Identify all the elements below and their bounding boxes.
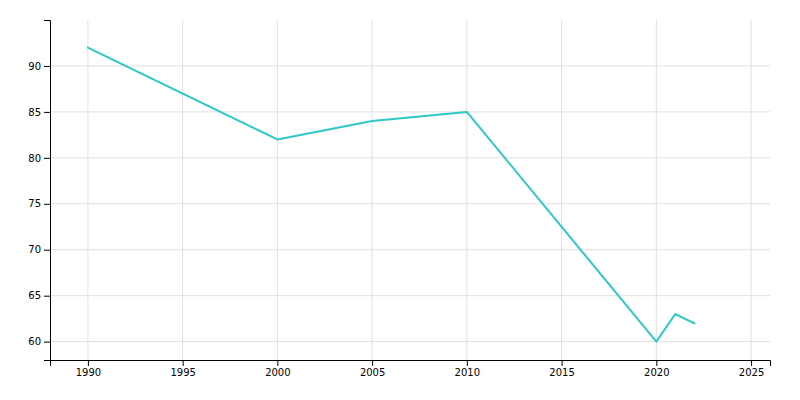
tick: 75 bbox=[28, 198, 50, 209]
tick-label: 75 bbox=[28, 198, 41, 209]
tick-mark bbox=[44, 66, 50, 67]
grid-line bbox=[50, 295, 770, 296]
tick-mark bbox=[656, 360, 657, 366]
tick-mark bbox=[183, 360, 184, 366]
tick-label: 85 bbox=[28, 107, 41, 118]
tick-label: 1995 bbox=[170, 367, 195, 378]
tick-label: 60 bbox=[28, 336, 41, 347]
grid-line bbox=[182, 20, 183, 360]
grid-line bbox=[561, 20, 562, 360]
grid bbox=[50, 20, 770, 360]
tick-mark bbox=[277, 360, 278, 366]
tick-mark bbox=[751, 360, 752, 366]
tick-label: 2000 bbox=[265, 367, 290, 378]
tick-label: 2005 bbox=[360, 367, 385, 378]
plot-area bbox=[88, 48, 694, 342]
tick-mark bbox=[44, 158, 50, 159]
tick-mark bbox=[44, 296, 50, 297]
grid-line bbox=[50, 65, 770, 66]
tick-label: 65 bbox=[28, 290, 41, 301]
tick-label: 70 bbox=[28, 244, 41, 255]
grid-line bbox=[50, 341, 770, 342]
tick-mark bbox=[88, 360, 89, 366]
tick: 2025 bbox=[739, 360, 764, 378]
tick: 70 bbox=[28, 244, 50, 255]
grid-line bbox=[466, 20, 467, 360]
tick: 2010 bbox=[455, 360, 480, 378]
line bbox=[88, 48, 694, 342]
tick: 85 bbox=[28, 107, 50, 118]
tick-mark bbox=[44, 204, 50, 205]
tick-mark bbox=[44, 112, 50, 113]
tick-mark bbox=[562, 360, 563, 366]
tick-label: 2010 bbox=[455, 367, 480, 378]
tick: 1990 bbox=[76, 360, 101, 378]
tick-label: 1990 bbox=[76, 367, 101, 378]
grid-line bbox=[50, 111, 770, 112]
tick: 90 bbox=[28, 61, 50, 72]
grid-line bbox=[50, 157, 770, 158]
tick-mark bbox=[44, 342, 50, 343]
grid-line bbox=[50, 203, 770, 204]
tick: 2020 bbox=[644, 360, 669, 378]
grid-line bbox=[50, 249, 770, 250]
grid-line bbox=[751, 20, 752, 360]
axis-line bbox=[44, 21, 51, 361]
tick: 65 bbox=[28, 290, 50, 301]
grid-line bbox=[656, 20, 657, 360]
grid-line bbox=[372, 20, 373, 360]
tick: 80 bbox=[28, 153, 50, 164]
y-axis: 60 65 70 75 80 85 90 bbox=[28, 21, 50, 361]
tick-label: 80 bbox=[28, 153, 41, 164]
tick-mark bbox=[44, 250, 50, 251]
axis-line bbox=[51, 361, 771, 367]
tick-mark bbox=[372, 360, 373, 366]
tick: 2000 bbox=[265, 360, 290, 378]
grid-line bbox=[87, 20, 88, 360]
x-axis: 1990 1995 2000 2005 2010 2015 2020 2025 bbox=[51, 360, 771, 378]
tick-label: 90 bbox=[28, 61, 41, 72]
tick: 1995 bbox=[170, 360, 195, 378]
grid-line bbox=[277, 20, 278, 360]
tick: 60 bbox=[28, 336, 50, 347]
tick-label: 2015 bbox=[549, 367, 574, 378]
tick-label: 2020 bbox=[644, 367, 669, 378]
tick-label: 2025 bbox=[739, 367, 764, 378]
tick: 2015 bbox=[549, 360, 574, 378]
chart: 1990 1995 2000 2005 2010 2015 2020 2025 60 65 70 75… bbox=[0, 0, 800, 400]
tick-mark bbox=[467, 360, 468, 366]
tick: 2005 bbox=[360, 360, 385, 378]
